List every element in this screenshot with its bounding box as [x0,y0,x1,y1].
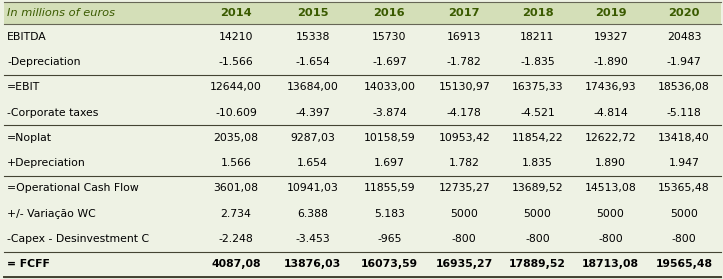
Text: 12622,72: 12622,72 [585,133,636,143]
Text: 2019: 2019 [595,8,626,18]
Text: -800: -800 [452,234,476,244]
Text: -800: -800 [598,234,623,244]
Text: =Noplat: =Noplat [7,133,52,143]
Text: 2018: 2018 [521,8,553,18]
Text: = FCFF: = FCFF [7,259,50,269]
Text: 1.835: 1.835 [522,158,553,168]
Text: 1.890: 1.890 [595,158,626,168]
Text: 13684,00: 13684,00 [287,82,338,92]
Text: -4.521: -4.521 [520,107,555,117]
Text: 19327: 19327 [594,32,628,42]
Text: 12644,00: 12644,00 [210,82,262,92]
Text: +/- Variação WC: +/- Variação WC [7,209,95,219]
Text: 14513,08: 14513,08 [585,184,636,193]
Text: 5000: 5000 [523,209,552,219]
Text: 15338: 15338 [296,32,330,42]
Text: -800: -800 [672,234,696,244]
Text: 1.566: 1.566 [221,158,252,168]
Text: -965: -965 [377,234,402,244]
Text: -800: -800 [525,234,549,244]
Text: In millions of euros: In millions of euros [7,8,115,18]
Text: 11854,22: 11854,22 [512,133,563,143]
Text: =EBIT: =EBIT [7,82,40,92]
Text: 20483: 20483 [667,32,701,42]
Text: 2020: 2020 [668,8,700,18]
Text: 9287,03: 9287,03 [290,133,335,143]
Text: =Operational Cash Flow: =Operational Cash Flow [7,184,139,193]
Text: EBITDA: EBITDA [7,32,47,42]
Text: -1.890: -1.890 [593,57,628,67]
Text: 16935,27: 16935,27 [436,259,493,269]
Text: -3.874: -3.874 [372,107,407,117]
Text: -5.118: -5.118 [667,107,701,117]
Text: -Depreciation: -Depreciation [7,57,80,67]
Text: -1.697: -1.697 [372,57,407,67]
Text: -4.178: -4.178 [447,107,482,117]
Text: 2015: 2015 [297,8,328,18]
Text: 2.734: 2.734 [221,209,252,219]
Text: 13689,52: 13689,52 [512,184,563,193]
Text: 5000: 5000 [596,209,625,219]
Text: 11855,59: 11855,59 [364,184,415,193]
Text: 16913: 16913 [447,32,482,42]
Text: 19565,48: 19565,48 [656,259,713,269]
Text: -1.782: -1.782 [447,57,482,67]
Text: -10.609: -10.609 [215,107,257,117]
Text: -3.453: -3.453 [295,234,330,244]
Text: 1.697: 1.697 [374,158,405,168]
Text: 13876,03: 13876,03 [284,259,341,269]
Text: 1.947: 1.947 [669,158,700,168]
Text: 5.183: 5.183 [374,209,405,219]
Text: 5000: 5000 [670,209,698,219]
Text: 13418,40: 13418,40 [658,133,710,143]
Text: 18713,08: 18713,08 [582,259,639,269]
Text: 12735,27: 12735,27 [439,184,490,193]
Text: 16073,59: 16073,59 [361,259,418,269]
Text: 17436,93: 17436,93 [585,82,636,92]
Text: -4.397: -4.397 [295,107,330,117]
Text: -Capex - Desinvestment C: -Capex - Desinvestment C [7,234,149,244]
Text: 2016: 2016 [374,8,405,18]
Text: 15130,97: 15130,97 [438,82,490,92]
Text: 4087,08: 4087,08 [211,259,261,269]
Text: 1.782: 1.782 [449,158,480,168]
Text: -2.248: -2.248 [218,234,253,244]
Text: 2035,08: 2035,08 [213,133,258,143]
Text: -4.814: -4.814 [593,107,628,117]
Text: 16375,33: 16375,33 [512,82,563,92]
Text: 17889,52: 17889,52 [509,259,566,269]
Text: 10941,03: 10941,03 [287,184,338,193]
Text: 15365,48: 15365,48 [658,184,710,193]
Text: 6.388: 6.388 [297,209,328,219]
Text: 18211: 18211 [521,32,555,42]
Text: 15730: 15730 [372,32,406,42]
Text: -1.654: -1.654 [295,57,330,67]
Text: -1.566: -1.566 [218,57,253,67]
Text: 3601,08: 3601,08 [213,184,258,193]
Text: 5000: 5000 [450,209,478,219]
Text: 18536,08: 18536,08 [658,82,710,92]
Text: -Corporate taxes: -Corporate taxes [7,107,98,117]
Text: 10158,59: 10158,59 [364,133,415,143]
Bar [4,2,721,24]
Text: 14033,00: 14033,00 [364,82,416,92]
Text: 14210: 14210 [218,32,253,42]
Text: +Depreciation: +Depreciation [7,158,86,168]
Text: 2014: 2014 [220,8,252,18]
Text: -1.835: -1.835 [520,57,555,67]
Text: -1.947: -1.947 [667,57,701,67]
Text: 2017: 2017 [448,8,480,18]
Text: 1.654: 1.654 [297,158,328,168]
Text: 10953,42: 10953,42 [438,133,490,143]
